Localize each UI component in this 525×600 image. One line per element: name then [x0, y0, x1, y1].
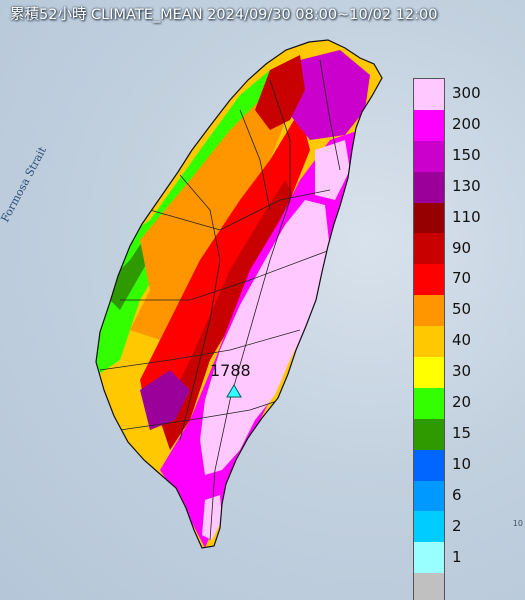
legend-swatch — [414, 542, 444, 574]
boundary-line — [209, 79, 291, 541]
taiwan-island — [95, 39, 383, 549]
legend-swatch — [414, 79, 444, 110]
legend-swatch — [414, 109, 444, 141]
boundary-line — [119, 399, 281, 431]
legend-label: 6 — [452, 485, 462, 504]
legend-swatch — [414, 171, 444, 203]
zone-north-red — [255, 55, 305, 130]
rainfall-zones — [96, 50, 370, 548]
boundary-line — [120, 249, 331, 301]
legend-swatch — [414, 202, 444, 234]
triangle-marker — [226, 384, 242, 398]
legend-label: 40 — [452, 331, 472, 350]
boundary-line — [319, 59, 341, 171]
zone-pink-north — [315, 140, 350, 200]
legend-label: 90 — [452, 238, 472, 257]
legend-label: 1 — [452, 547, 462, 566]
boundary-line — [149, 189, 331, 231]
zone-purple — [140, 370, 190, 430]
legend-swatch — [414, 357, 444, 388]
legend-label: 70 — [452, 269, 472, 288]
zone-pink-central — [200, 200, 330, 475]
legend-swatch — [414, 511, 444, 543]
legend-label: 300 — [452, 84, 481, 102]
legend-swatch — [414, 140, 444, 172]
county-boundaries — [99, 59, 341, 541]
legend-swatch — [414, 233, 444, 265]
legend-label: 2 — [452, 516, 462, 535]
corner-label: 10 — [512, 519, 523, 528]
boundary-line — [179, 174, 221, 441]
legend-swatch — [414, 264, 444, 296]
legend-swatch — [414, 295, 444, 327]
legend-label: 20 — [452, 393, 472, 411]
peak-rainfall-value: 1788 — [210, 361, 251, 380]
legend-swatch — [414, 449, 444, 481]
legend-label: 10 — [452, 454, 472, 473]
legend-swatch — [414, 480, 444, 512]
color-legend — [413, 78, 445, 600]
zone-west-orange — [130, 95, 290, 340]
island-outline — [95, 39, 383, 549]
legend-label: 50 — [452, 300, 472, 319]
legend-label: 110 — [452, 207, 481, 226]
legend-label: 15 — [452, 423, 472, 442]
legend-label: 150 — [452, 145, 481, 164]
legend-label: 30 — [452, 362, 472, 381]
zone-north-magenta — [290, 50, 370, 140]
legend-swatch — [414, 418, 444, 450]
legend-swatch — [414, 387, 444, 419]
boundary-line — [239, 109, 271, 211]
zone-red — [140, 110, 310, 430]
legend-swatch — [414, 573, 444, 600]
legend-label: 200 — [452, 114, 481, 133]
map-title: 累積52小時 CLIMATE_MEAN 2024/09/30 08:00~10/… — [10, 7, 438, 23]
legend-swatch — [414, 326, 444, 358]
boundary-line — [99, 329, 301, 371]
legend-label: 130 — [452, 176, 481, 195]
